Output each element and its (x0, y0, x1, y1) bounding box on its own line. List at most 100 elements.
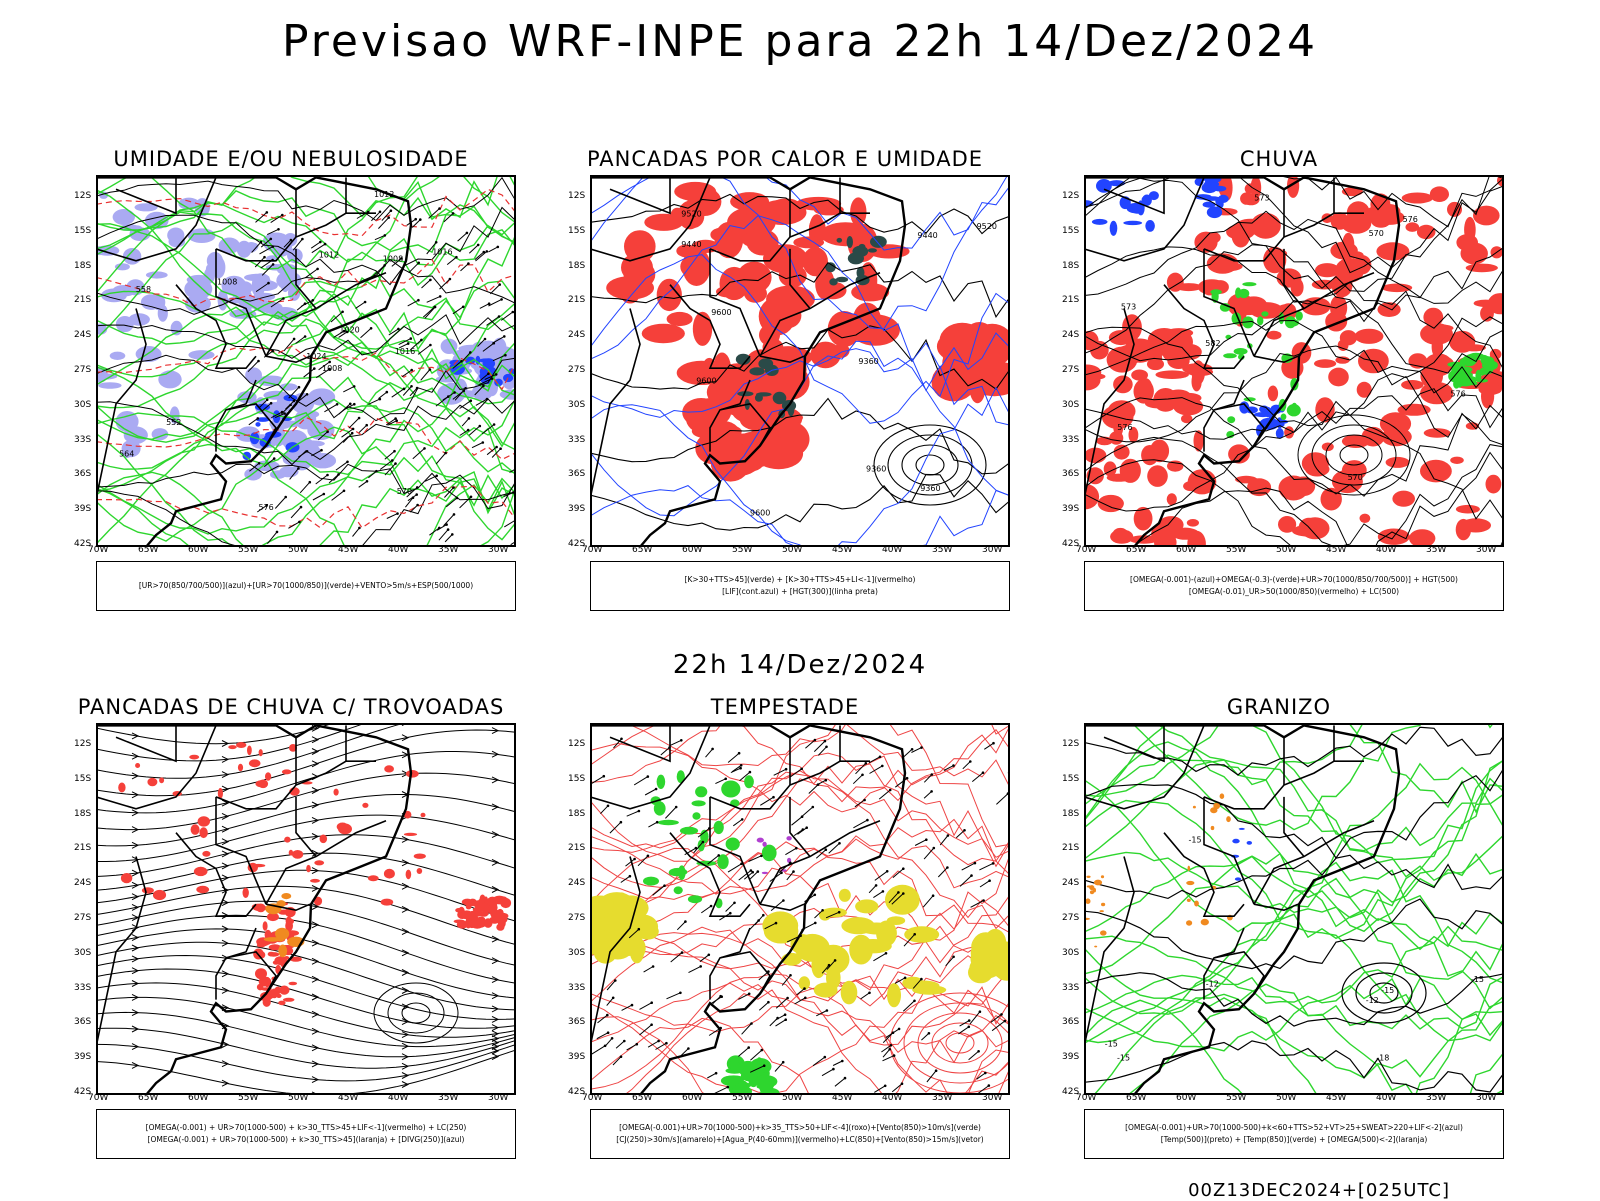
lon-label: 30W (982, 1093, 1003, 1103)
lon-label: 65W (632, 1093, 653, 1103)
lat-label: 27S (568, 913, 586, 923)
lat-label: 30S (1062, 399, 1080, 410)
lon-label: 50W (782, 1093, 803, 1103)
panel-title: PANCADAS POR CALOR E UMIDADE (586, 147, 984, 171)
border-line (1253, 355, 1299, 364)
wind850-green-area (643, 770, 780, 1095)
map-plot (590, 723, 1010, 1095)
border-line (789, 248, 811, 310)
contour-label: 9520 (977, 222, 997, 231)
contour-label: 582 (1205, 339, 1220, 348)
border-line (1203, 796, 1255, 905)
contour-label: 1016 (432, 248, 452, 257)
border-line (215, 927, 257, 1000)
lat-label: 36S (568, 1017, 586, 1028)
border-line (115, 725, 177, 763)
border-line (709, 248, 761, 357)
lat-label: 30S (74, 947, 92, 958)
lat-label: 18S (1062, 808, 1080, 819)
panel-granizo: GRANIZO -12 -15 -15 -12 -15 -15 -18 -15 12S 15S 18S… (1044, 695, 1514, 1165)
contour-label: 576 (1450, 389, 1465, 398)
panel-title: UMIDADE E/OU NEBULOSIDADE (113, 147, 469, 171)
lon-label: 50W (1276, 545, 1297, 555)
lat-label: 33S (74, 982, 92, 993)
pressure-contours (96, 176, 516, 547)
border-line (789, 796, 811, 858)
lon-label: 45W (832, 545, 853, 555)
coastline (96, 724, 413, 1095)
border-line (175, 832, 257, 917)
map-plot: 9600 9600 9600 9520 9520 9440 9440 9360 9360 9360 (590, 175, 1010, 547)
lat-label: 18S (74, 260, 92, 271)
temp500-contours (1084, 726, 1504, 1093)
lat-label: 39S (1062, 504, 1080, 515)
lat-label: 12S (74, 739, 92, 749)
contour-label: 1008 (322, 364, 342, 373)
panel-legend: [K>30+TTS>45](verde) + [K>30+TTS>45+LI<-… (590, 561, 1010, 611)
border-line (1253, 820, 1375, 905)
lon-label: 70W (88, 545, 109, 555)
border-line (719, 403, 771, 447)
border-line (225, 951, 277, 995)
lat-label: 36S (1062, 469, 1080, 480)
lat-label: 36S (74, 1017, 92, 1028)
lat-label: 39S (74, 504, 92, 515)
main-title: Previsao WRF-INPE para 22h 14/Dez/2024 (282, 16, 1318, 67)
instability-purple (756, 836, 792, 875)
lon-label: 60W (188, 545, 209, 555)
lat-label: 21S (1062, 295, 1080, 306)
contour-label: 1012 (319, 251, 339, 260)
contour-label: 573 (1121, 302, 1136, 311)
map-plot: 582 576 576 573 570 570 576 573 (1084, 175, 1504, 547)
border-line (709, 796, 761, 905)
lon-label: 30W (1476, 545, 1497, 555)
panel-tempestade: TEMPESTADE 12S 15S 18S 21S 24S 27S 30S 33S 36S 39S… (550, 695, 1020, 1165)
lat-label: 21S (568, 295, 586, 306)
coastline (1084, 724, 1401, 1095)
contour-label: 9440 (917, 231, 937, 240)
lon-label: 50W (1276, 1093, 1297, 1103)
lon-label: 55W (238, 1093, 259, 1103)
omega500-orange (1084, 793, 1233, 948)
lon-label: 30W (488, 545, 509, 555)
hgt500-low (1297, 414, 1411, 496)
footer-run-label: 00Z13DEC2024+[025UTC] (1188, 1180, 1450, 1201)
lat-label: 39S (1062, 1052, 1080, 1063)
panel-legend: [UR>70(850/700/500)](azul)+[UR>70(1000/8… (96, 561, 516, 611)
border-line (96, 725, 217, 810)
panel-title: PANCADAS DE CHUVA C/ TROVOADAS (77, 695, 505, 719)
contour-label: 9520 (681, 209, 701, 218)
lat-label: 15S (1062, 773, 1080, 784)
lon-label: 40W (388, 545, 409, 555)
lon-label: 35W (932, 545, 953, 555)
lon-label: 35W (932, 1093, 953, 1103)
border-line (1163, 832, 1245, 917)
hail-blue-area (1231, 827, 1252, 881)
lat-label: 21S (568, 843, 586, 854)
panel-legend: [OMEGA(-0.001)+UR>70(1000-500)+k<60+TTS>… (1084, 1109, 1504, 1159)
lon-label: 60W (188, 1093, 209, 1103)
lon-label: 65W (138, 545, 159, 555)
border-line (175, 284, 257, 369)
lat-label: 21S (74, 843, 92, 854)
lat-label: 30S (74, 399, 92, 410)
border-line (590, 856, 641, 1048)
lon-label: 50W (288, 1093, 309, 1103)
coastline (590, 724, 907, 1095)
lat-label: 42S (74, 539, 92, 549)
lon-label: 55W (1226, 1093, 1247, 1103)
border-line (590, 308, 641, 500)
border-line (669, 832, 751, 917)
lon-label: 50W (288, 545, 309, 555)
legend-line: [K>30+TTS>45](verde) + [K>30+TTS>45+LI<-… (684, 575, 916, 584)
border-line (1283, 248, 1305, 310)
border-line (1203, 248, 1255, 357)
lon-label: 45W (832, 1093, 853, 1103)
border-line (1213, 951, 1265, 995)
map-plot: -12 -15-15-12-15-15-18-15 (1084, 723, 1504, 1095)
lat-label: 15S (568, 773, 586, 784)
panel-chuva: CHUVA 582 576 576 573 570 570 576 573 12S 15S 18S 21… (1044, 147, 1514, 617)
map-frame (590, 723, 1010, 1095)
lon-label: 65W (1126, 1093, 1147, 1103)
coastline (96, 176, 413, 547)
